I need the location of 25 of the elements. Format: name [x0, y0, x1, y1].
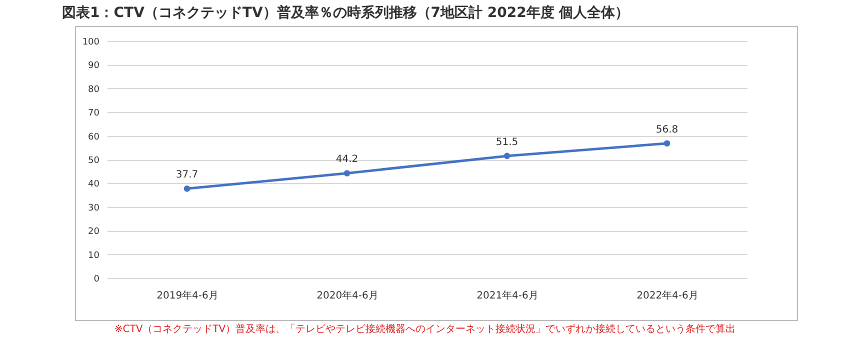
chart-title: 図表1：CTV（コネクテッドTV）普及率％の時系列推移（7地区計 2022年度 個人全体）: [62, 4, 630, 22]
data-label: 51.5: [496, 136, 518, 148]
y-tick-label: 100: [82, 38, 100, 48]
y-tick-label: 70: [88, 108, 100, 119]
data-label: 56.8: [656, 124, 678, 136]
data-label: 44.2: [336, 154, 358, 166]
y-tick-label: 20: [88, 227, 100, 238]
y-tick-label: 50: [88, 156, 100, 166]
y-tick-label: 40: [88, 180, 100, 190]
x-tick-label: 2021年4-6月: [476, 290, 538, 302]
point: [504, 152, 510, 160]
y-tick-label: 10: [88, 250, 100, 261]
x-tick-label: 2019年4-6月: [156, 290, 218, 302]
point: [344, 170, 350, 176]
point: [184, 185, 190, 192]
x-tick-label: 2020年4-6月: [316, 290, 378, 302]
data-label: 37.7: [176, 170, 198, 181]
y-tick-label: 0: [94, 274, 100, 284]
y-tick-label: 60: [88, 132, 100, 142]
x-tick-label: 2022年4-6月: [636, 290, 698, 302]
y-tick-label: 90: [88, 61, 100, 72]
y-tick-label: 80: [88, 84, 100, 95]
text: ※CTV（コネクテッドTV）普及率は、「テレビやテレビ接続機器へのインターネット接続状況」でいずれか接続しているという条件で算出: [113, 322, 737, 336]
point: [664, 140, 670, 147]
y-tick-label: 30: [88, 203, 100, 214]
